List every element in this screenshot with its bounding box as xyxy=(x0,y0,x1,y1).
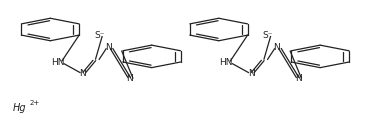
Text: N: N xyxy=(295,74,302,83)
Text: N: N xyxy=(127,74,133,83)
Text: HN: HN xyxy=(219,58,233,67)
Text: N: N xyxy=(105,43,112,52)
Text: N: N xyxy=(80,69,86,78)
Text: Hg: Hg xyxy=(12,103,26,113)
Text: N: N xyxy=(273,43,280,52)
Text: S⁻: S⁻ xyxy=(94,31,104,40)
Text: S⁻: S⁻ xyxy=(262,31,273,40)
Text: HN: HN xyxy=(51,58,64,67)
Text: N: N xyxy=(248,69,255,78)
Text: 2+: 2+ xyxy=(30,100,40,106)
